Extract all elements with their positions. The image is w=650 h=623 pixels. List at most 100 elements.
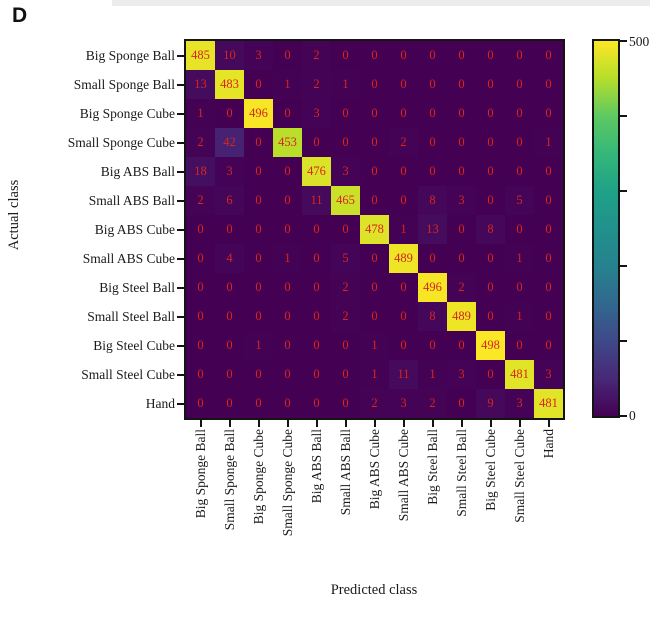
heatmap-cell: 0 — [302, 360, 331, 389]
heatmap-cell: 0 — [418, 128, 447, 157]
heatmap-cell: 0 — [360, 70, 389, 99]
heatmap-cell: 0 — [215, 273, 244, 302]
y-tick-label: Big Steel Cube — [93, 337, 175, 353]
heatmap-cell: 1 — [389, 215, 418, 244]
heatmap-cell: 0 — [447, 331, 476, 360]
x-tick-label: Hand — [540, 429, 556, 459]
heatmap-cell: 0 — [389, 99, 418, 128]
heatmap-cell: 0 — [244, 128, 273, 157]
heatmap-cell: 2 — [360, 389, 389, 418]
x-tick-label: Small Steel Cube — [511, 429, 527, 523]
heatmap-cell: 0 — [244, 157, 273, 186]
x-axis-tick — [228, 420, 231, 427]
heatmap-cell: 1 — [331, 70, 360, 99]
heatmap-cell: 2 — [302, 70, 331, 99]
heatmap-cell: 481 — [534, 389, 563, 418]
heatmap-cell: 0 — [389, 302, 418, 331]
y-axis-tick — [177, 199, 184, 202]
heatmap-cell: 3 — [505, 389, 534, 418]
heatmap-cell: 485 — [186, 41, 215, 70]
y-axis-tick — [177, 83, 184, 86]
heatmap-cell: 0 — [331, 41, 360, 70]
heatmap-cell: 0 — [418, 70, 447, 99]
heatmap-cell: 0 — [476, 99, 505, 128]
heatmap-cell: 0 — [418, 41, 447, 70]
heatmap-cell: 0 — [476, 70, 505, 99]
heatmap-cell: 481 — [505, 360, 534, 389]
heatmap-cell: 465 — [331, 186, 360, 215]
heatmap-cell: 0 — [447, 389, 476, 418]
x-tick-label-slot: Big ABS Ball — [302, 429, 331, 536]
heatmap-cell: 0 — [273, 360, 302, 389]
heatmap-cell: 0 — [360, 41, 389, 70]
x-tick-label: Big Sponge Cube — [250, 429, 266, 525]
x-tick-label-slot: Small ABS Cube — [389, 429, 418, 536]
heatmap-cell: 13 — [186, 70, 215, 99]
heatmap-cell: 18 — [186, 157, 215, 186]
heatmap-cell: 0 — [360, 186, 389, 215]
heatmap-cell: 1 — [244, 331, 273, 360]
x-axis-tick — [431, 420, 434, 427]
heatmap-cell: 0 — [360, 99, 389, 128]
y-axis-tick — [177, 54, 184, 57]
heatmap-cell: 0 — [273, 215, 302, 244]
y-axis-tick — [177, 315, 184, 318]
heatmap-cell: 0 — [244, 186, 273, 215]
heatmap-cell: 0 — [447, 99, 476, 128]
heatmap-cell: 0 — [244, 273, 273, 302]
x-tick-label-slot: Small Steel Ball — [447, 429, 476, 536]
heatmap-cell: 476 — [302, 157, 331, 186]
heatmap-cell: 0 — [447, 41, 476, 70]
heatmap-cell: 0 — [389, 157, 418, 186]
heatmap-cell: 2 — [331, 273, 360, 302]
heatmap-cell: 0 — [244, 389, 273, 418]
heatmap-cell: 496 — [418, 273, 447, 302]
heatmap-cell: 1 — [186, 99, 215, 128]
x-tick-label-slot: Big ABS Cube — [360, 429, 389, 536]
heatmap-cell: 0 — [476, 157, 505, 186]
heatmap-cell: 0 — [534, 273, 563, 302]
heatmap-cell: 0 — [534, 99, 563, 128]
heatmap-cell: 0 — [534, 157, 563, 186]
y-tick-label: Big Sponge Cube — [79, 105, 175, 121]
heatmap-cell: 0 — [418, 244, 447, 273]
heatmap-cell: 1 — [360, 331, 389, 360]
heatmap-cell: 0 — [360, 244, 389, 273]
y-tick-label: Big Steel Ball — [99, 279, 175, 295]
heatmap-cell: 0 — [476, 186, 505, 215]
heatmap-cell: 498 — [476, 331, 505, 360]
heatmap-cell: 0 — [302, 389, 331, 418]
heatmap-cell: 5 — [505, 186, 534, 215]
x-tick-label: Big ABS Cube — [366, 429, 382, 510]
heatmap-cell: 1 — [273, 70, 302, 99]
y-tick-label: Small ABS Cube — [82, 250, 175, 266]
heatmap-cell: 0 — [389, 41, 418, 70]
heatmap-cell: 3 — [389, 389, 418, 418]
x-axis-tick — [344, 420, 347, 427]
x-tick-label: Small Sponge Cube — [279, 429, 295, 537]
heatmap-cell: 11 — [389, 360, 418, 389]
y-axis-tick — [177, 373, 184, 376]
heatmap-cell: 2 — [186, 186, 215, 215]
x-tick-label-slot: Big Sponge Ball — [186, 429, 215, 536]
x-axis-tick — [402, 420, 405, 427]
colorbar-min-label: 0 — [629, 408, 636, 423]
heatmap-cell: 0 — [505, 70, 534, 99]
x-axis-tick — [489, 420, 492, 427]
heatmap-cell: 4 — [215, 244, 244, 273]
x-axis-tick — [373, 420, 376, 427]
heatmap-cell: 0 — [447, 244, 476, 273]
heatmap-cell: 0 — [215, 302, 244, 331]
heatmap-cell: 0 — [534, 186, 563, 215]
heatmap-cell: 0 — [302, 273, 331, 302]
heatmap-cell: 0 — [244, 70, 273, 99]
y-axis-tick-labels: Big Sponge Ball Small Sponge Ball Big Spon… — [0, 41, 175, 418]
colorbar-tick — [620, 115, 627, 117]
heatmap-cell: 0 — [505, 99, 534, 128]
heatmap-cell: 3 — [244, 41, 273, 70]
heatmap-cell: 2 — [389, 128, 418, 157]
y-axis-tick — [177, 402, 184, 405]
colorbar-tick — [620, 40, 627, 42]
heatmap-cell: 0 — [215, 215, 244, 244]
heatmap-cell: 0 — [331, 215, 360, 244]
